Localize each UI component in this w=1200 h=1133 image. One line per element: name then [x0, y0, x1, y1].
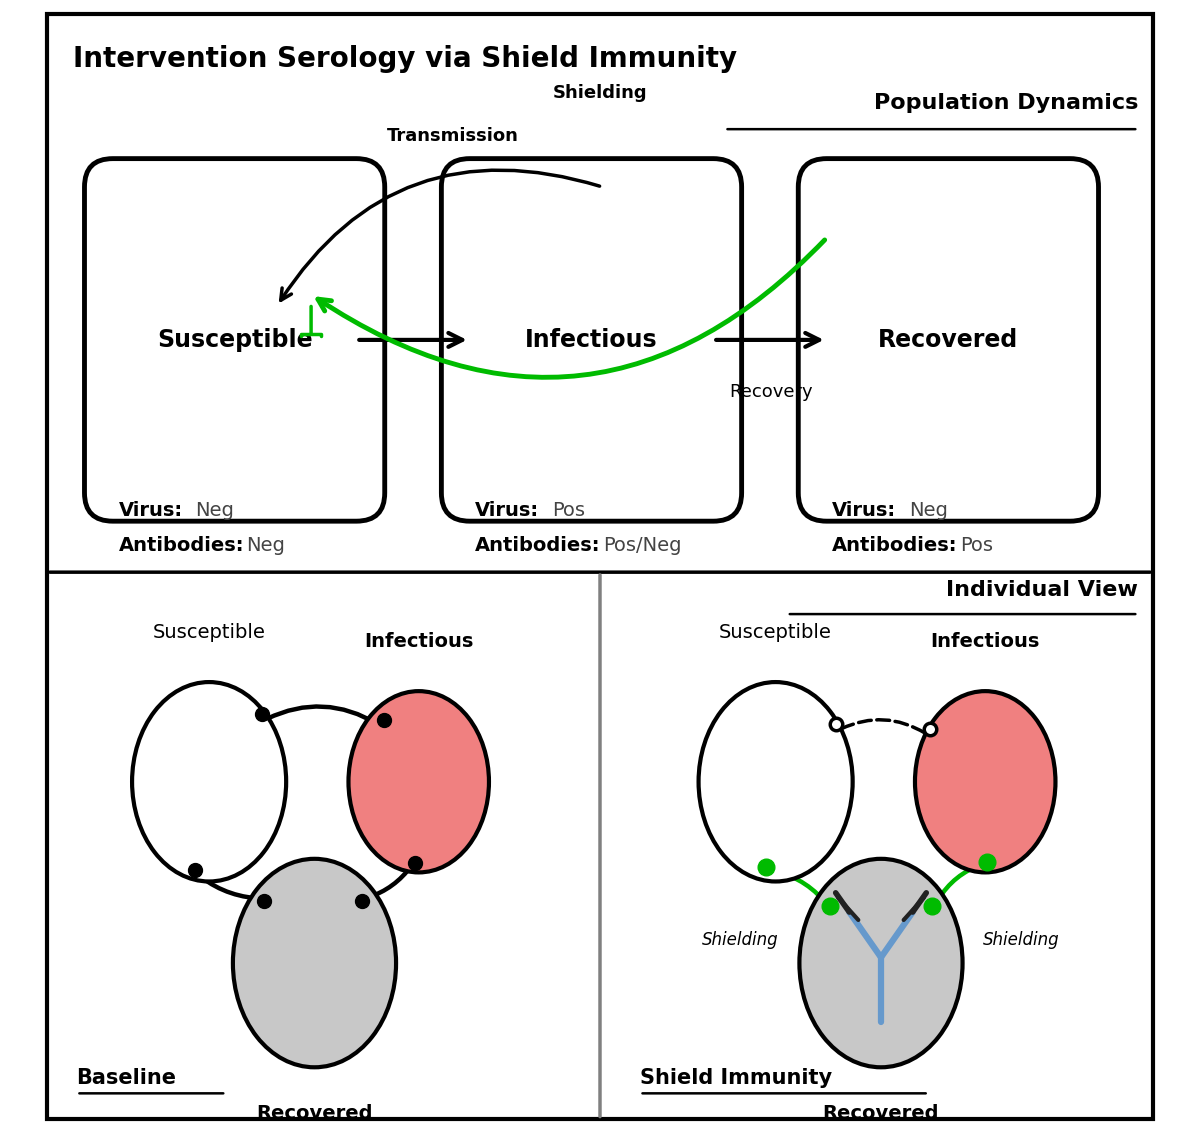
Ellipse shape — [799, 859, 962, 1067]
Text: Recovered: Recovered — [823, 1104, 940, 1123]
FancyArrowPatch shape — [268, 707, 378, 724]
Ellipse shape — [698, 682, 853, 881]
FancyBboxPatch shape — [47, 14, 1153, 1119]
Text: Antibodies:: Antibodies: — [833, 536, 958, 555]
FancyBboxPatch shape — [798, 159, 1098, 521]
FancyArrowPatch shape — [367, 866, 412, 897]
Text: Virus:: Virus: — [833, 501, 896, 520]
Ellipse shape — [348, 691, 488, 872]
Text: Susceptible: Susceptible — [157, 327, 312, 352]
FancyArrowPatch shape — [194, 871, 257, 898]
Text: Transmission: Transmission — [386, 127, 518, 145]
Text: Infectious: Infectious — [364, 632, 474, 651]
Text: Antibodies:: Antibodies: — [475, 536, 601, 555]
FancyArrowPatch shape — [767, 870, 823, 901]
Text: Baseline: Baseline — [77, 1067, 176, 1088]
Ellipse shape — [233, 859, 396, 1067]
Text: Shielding: Shielding — [553, 84, 647, 102]
Text: Recovered: Recovered — [878, 327, 1019, 352]
Text: Susceptible: Susceptible — [152, 623, 265, 642]
FancyArrowPatch shape — [841, 719, 925, 733]
Text: Virus:: Virus: — [119, 501, 182, 520]
Text: Shielding: Shielding — [702, 931, 779, 949]
FancyBboxPatch shape — [442, 159, 742, 521]
Text: Infectious: Infectious — [526, 327, 658, 352]
Text: Recovery: Recovery — [730, 383, 812, 401]
Text: Recovered: Recovered — [257, 1104, 373, 1123]
FancyBboxPatch shape — [84, 159, 385, 521]
Text: Shield Immunity: Shield Immunity — [640, 1067, 832, 1088]
Text: Neg: Neg — [910, 501, 948, 520]
Text: Population Dynamics: Population Dynamics — [874, 93, 1138, 113]
Text: Intervention Serology via Shield Immunity: Intervention Serology via Shield Immunit… — [73, 45, 737, 74]
FancyArrowPatch shape — [318, 240, 824, 377]
Text: Infectious: Infectious — [930, 632, 1040, 651]
Text: Neg: Neg — [246, 536, 286, 555]
Text: Antibodies:: Antibodies: — [119, 536, 244, 555]
FancyArrowPatch shape — [281, 170, 600, 300]
Text: Susceptible: Susceptible — [719, 623, 832, 642]
Text: Neg: Neg — [196, 501, 234, 520]
Text: Pos: Pos — [960, 536, 994, 555]
Text: Individual View: Individual View — [947, 580, 1138, 600]
Text: Pos: Pos — [552, 501, 586, 520]
Text: Shielding: Shielding — [983, 931, 1060, 949]
Ellipse shape — [914, 691, 1056, 872]
FancyArrowPatch shape — [938, 864, 983, 901]
Text: Virus:: Virus: — [475, 501, 540, 520]
Text: Pos/Neg: Pos/Neg — [604, 536, 682, 555]
Ellipse shape — [132, 682, 286, 881]
